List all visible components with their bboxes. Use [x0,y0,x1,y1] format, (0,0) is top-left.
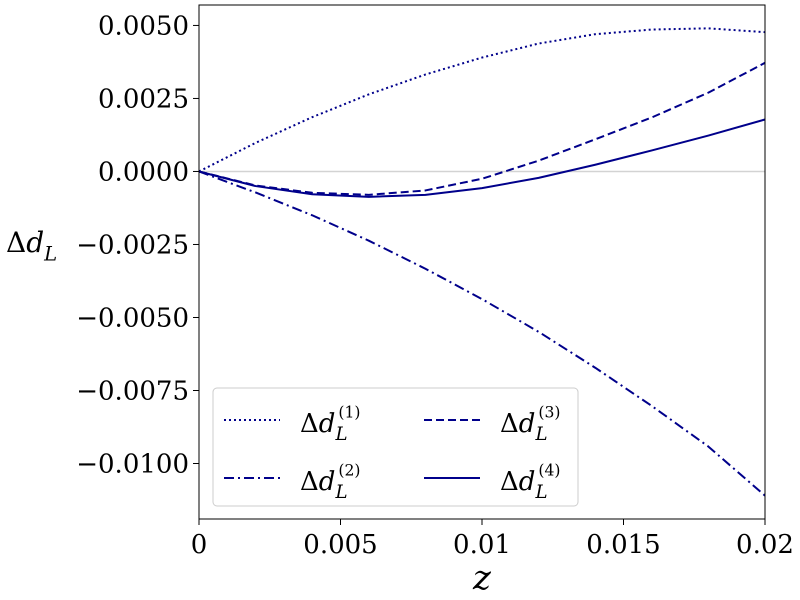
y-tick-label: −0.0100 [76,450,189,480]
series-line-4 [198,118,766,198]
legend-box [212,387,579,507]
x-axis-label-text: z [472,558,492,598]
legend: ΔdL(1) ΔdL(2) ΔdL(3) ΔdL(4) [212,387,579,507]
y-tick-label: 0.0050 [98,11,189,41]
series-layer [198,27,766,497]
x-tick-label: 0.015 [586,530,660,560]
y-ticks: 0.0050 0.0025 0.0000 −0.0025 −0.0050 −0.0075 −… [76,11,199,480]
legend-label-3: ΔdL(3) [500,404,561,445]
x-tick-label: 0 [191,530,208,560]
x-tick-label: 0.02 [736,530,794,560]
y-tick-label: 0.0025 [98,84,189,114]
y-tick-label: −0.0025 [76,230,189,260]
y-axis-label: ΔdL [6,226,57,265]
y-tick-label: −0.0050 [76,303,189,333]
y-axis-label-text: ΔdL [6,226,57,265]
legend-label-2: ΔdL(2) [300,462,361,503]
series-line-1 [198,27,766,173]
x-tick-label: 0.005 [303,530,377,560]
x-tick-label: 0.01 [453,530,511,560]
legend-label-1: ΔdL(1) [300,404,361,445]
x-ticks: 0 0.005 0.01 0.015 0.02 [191,519,794,560]
y-tick-label: 0.0000 [98,157,189,187]
series-line-3 [198,61,766,196]
series-line-2 [198,170,766,497]
x-axis-label: z [472,558,492,598]
y-tick-label: −0.0075 [76,377,189,407]
legend-label-4: ΔdL(4) [500,462,561,503]
